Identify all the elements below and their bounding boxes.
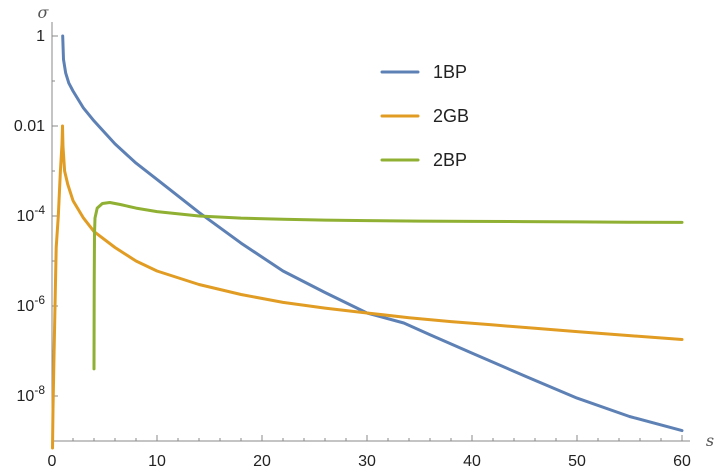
x-axis-label: s (706, 431, 714, 450)
y-axis-label: σ (38, 3, 50, 22)
series-line-2gb (51, 124, 684, 450)
x-tick-label: 50 (568, 453, 586, 469)
y-tick-label: 10-4 (17, 203, 46, 225)
x-ticks-group: 0 10 20 30 40 50 60 (48, 435, 691, 469)
legend-label-2bp: 2BP (433, 150, 467, 170)
legend-label-2gb: 2GB (433, 106, 469, 126)
x-tick-label: 0 (48, 453, 57, 469)
axes-group (51, 22, 690, 442)
x-tick-label: 20 (253, 453, 271, 469)
y-tick-label: 1 (36, 28, 45, 45)
x-tick-label: 30 (358, 453, 376, 469)
y-tick-label: 10-8 (17, 383, 46, 405)
x-tick-label: 60 (673, 453, 691, 469)
series-line-1bp (61, 34, 684, 433)
series-group (51, 34, 684, 450)
legend: 1BP 2GB 2BP (380, 62, 469, 170)
y-tick-label: 10-6 (17, 293, 46, 315)
x-tick-label: 40 (463, 453, 481, 469)
x-tick-label: 10 (148, 453, 166, 469)
y-ticks-group: 1 0.01 10-4 10-6 10-8 (14, 28, 58, 442)
y-tick-label: 0.01 (14, 118, 45, 135)
legend-label-1bp: 1BP (433, 62, 467, 82)
series-line-2bp (92, 201, 684, 371)
